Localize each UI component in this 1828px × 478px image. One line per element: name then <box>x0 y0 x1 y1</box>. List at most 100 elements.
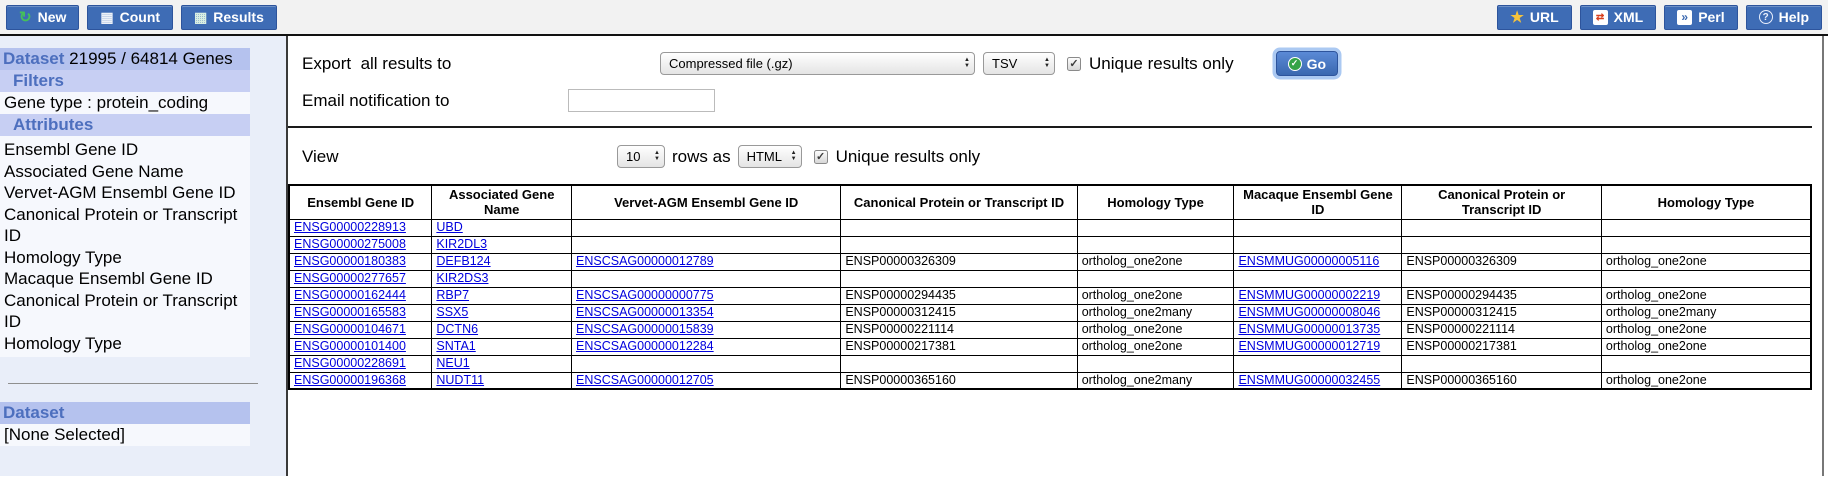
table-cell: ENSG00000101400 <box>288 337 433 356</box>
dataset-label[interactable]: Dataset <box>3 49 65 68</box>
gene-link[interactable]: ENSCSAG00000000775 <box>576 288 714 302</box>
gene-link[interactable]: ENSCSAG00000015839 <box>576 322 714 336</box>
gene-link[interactable]: ENSCSAG00000012789 <box>576 254 714 268</box>
button-label: XML <box>1613 9 1644 25</box>
gene-link[interactable]: ENSMMUG00000032455 <box>1238 372 1381 387</box>
new-button[interactable]: ↻ New <box>6 4 80 30</box>
filters-section-header[interactable]: Filters <box>0 70 250 92</box>
gene-link[interactable]: NUDT11 <box>436 372 485 387</box>
button-label: New <box>37 9 67 25</box>
email-notification-label: Email notification to <box>302 90 450 110</box>
gene-link[interactable]: NEU1 <box>436 356 470 370</box>
table-row: ENSG00000277657 KIR2DS3 <box>288 269 1812 288</box>
gene-link[interactable]: ENSG00000165583 <box>294 305 406 319</box>
select-arrows-icon: ▲ ▼ <box>654 150 660 162</box>
gene-link[interactable]: SNTA1 <box>436 339 476 353</box>
table-cell: ENSG00000180383 <box>288 252 433 271</box>
table-cell: ENSG00000228691 <box>288 354 433 373</box>
results-button[interactable]: ▦ Results <box>181 4 277 30</box>
table-header-row: Ensembl Gene ID Associated Gene Name Verve… <box>288 184 1812 220</box>
xml-button[interactable]: ⇄ XML <box>1579 4 1657 30</box>
url-button[interactable]: ★ URL <box>1497 4 1572 30</box>
email-input[interactable] <box>568 89 715 112</box>
attribute-item: Macaque Ensembl Gene ID <box>4 269 213 288</box>
gene-link[interactable]: ENSG00000228691 <box>294 356 406 370</box>
view-rows-select[interactable]: 10 ▲ ▼ <box>617 145 665 168</box>
gene-link[interactable]: SSX5 <box>436 305 469 319</box>
gene-link[interactable]: KIR2DS3 <box>436 271 489 285</box>
table-cell <box>840 354 1078 373</box>
gene-link[interactable]: ENSG00000228913 <box>294 220 406 234</box>
gene-link[interactable]: ENSG00000277657 <box>294 271 406 285</box>
table-cell <box>840 218 1078 237</box>
gene-link[interactable]: ENSCSAG00000013354 <box>576 305 714 319</box>
gene-link[interactable]: ENSMMUG00000013735 <box>1238 322 1381 336</box>
gene-link[interactable]: ENSMMUG00000002219 <box>1238 288 1381 302</box>
dataset2-label[interactable]: Dataset <box>3 403 65 422</box>
table-row: ENSG00000275008 KIR2DL3 <box>288 235 1812 254</box>
export-format-value: Compressed file (.gz) <box>669 56 793 71</box>
table-row: ENSG00000180383 DEFB124 ENSCSAG00000012789… <box>288 252 1812 271</box>
attributes-section-header[interactable]: Attributes <box>0 114 250 136</box>
table-cell <box>1600 269 1812 288</box>
table-row: ENSG00000104671 DCTN6 ENSCSAG00000015839 EN… <box>288 320 1812 339</box>
table-cell: ortholog_one2one <box>1600 371 1812 390</box>
table-cell: UBD <box>431 218 573 237</box>
gene-link[interactable]: ENSMMUG00000008046 <box>1238 305 1381 319</box>
button-label: Perl <box>1698 9 1725 25</box>
button-label: Count <box>119 9 161 25</box>
export-filetype-value: TSV <box>992 56 1018 71</box>
column-header: Canonical Protein or Transcript ID <box>840 184 1078 220</box>
go-button[interactable]: ✓ Go <box>1275 51 1339 76</box>
table-cell: ENSMMUG00000032455 <box>1233 371 1403 390</box>
unique-results-checkbox[interactable]: ✓ <box>1067 56 1081 71</box>
gene-link[interactable]: UBD <box>436 220 463 234</box>
select-arrows-icon: ▲ ▼ <box>790 150 797 162</box>
filters-label[interactable]: Filters <box>13 71 65 90</box>
column-header: Macaque Ensembl Gene ID <box>1233 184 1403 220</box>
attributes-label[interactable]: Attributes <box>13 115 94 134</box>
table-row: ENSG00000162444 RBP7 ENSCSAG00000000775 ENS… <box>288 286 1812 305</box>
table-cell: ENSP00000217381 <box>1401 337 1602 356</box>
gene-link[interactable]: KIR2DL3 <box>436 237 488 251</box>
table-cell: SSX5 <box>431 303 573 322</box>
calculator-icon: ▦ <box>100 8 114 25</box>
table-cell: ENSMMUG00000013735 <box>1233 320 1403 339</box>
dataset-section-header[interactable]: Dataset 21995 / 64814 Genes <box>0 48 250 70</box>
perl-button[interactable]: » Perl <box>1664 4 1738 30</box>
go-button-label: Go <box>1306 55 1327 72</box>
gene-link[interactable]: ENSG00000180383 <box>294 254 406 268</box>
results-table: Ensembl Gene ID Associated Gene Name Verve… <box>288 184 1812 390</box>
content-area: Dataset 21995 / 64814 Genes Filters Gene… <box>0 36 1824 476</box>
table-cell: ENSP00000294435 <box>1401 286 1602 305</box>
count-button[interactable]: ▦ Count <box>87 4 174 30</box>
export-format-select[interactable]: Compressed file (.gz) ▲ ▼ <box>660 52 975 75</box>
gene-link[interactable]: ENSMMUG00000005116 <box>1238 254 1380 268</box>
view-format-select[interactable]: HTML ▲ ▼ <box>737 145 802 168</box>
table-cell: ENSCSAG00000015839 <box>571 320 842 339</box>
table-cell: ENSG00000196368 <box>288 371 433 390</box>
gene-link[interactable]: ENSG00000196368 <box>294 372 406 387</box>
gene-link[interactable]: DEFB124 <box>436 254 491 268</box>
help-button[interactable]: ? Help <box>1745 4 1822 30</box>
gene-link[interactable]: ENSG00000275008 <box>294 237 406 251</box>
gene-link[interactable]: ENSG00000104671 <box>294 322 406 336</box>
new-refresh-icon: ↻ <box>19 9 32 26</box>
go-check-icon: ✓ <box>1287 56 1302 71</box>
table-cell: ortholog_one2one <box>1076 320 1235 339</box>
table-row: ENSG00000101400 SNTA1 ENSCSAG00000012284 EN… <box>288 337 1812 356</box>
unique-results-checkbox[interactable]: ✓ <box>813 149 828 164</box>
button-label: Results <box>213 9 264 25</box>
gene-link[interactable]: ENSG00000101400 <box>294 339 406 353</box>
gene-link[interactable]: DCTN6 <box>436 322 479 336</box>
gene-link[interactable]: ENSCSAG00000012284 <box>576 339 714 353</box>
gene-link[interactable]: RBP7 <box>436 288 470 302</box>
gene-link[interactable]: ENSG00000162444 <box>294 288 406 302</box>
section-divider <box>288 126 1812 128</box>
gene-link[interactable]: ENSMMUG00000012719 <box>1238 339 1381 353</box>
gene-link[interactable]: ENSCSAG00000012705 <box>576 372 714 387</box>
table-cell: ENSCSAG00000012705 <box>571 371 842 390</box>
table-row: ENSG00000196368 NUDT11 ENSCSAG00000012705 E… <box>288 371 1812 390</box>
export-filetype-select[interactable]: TSV ▲ ▼ <box>983 52 1055 75</box>
dataset2-section-header[interactable]: Dataset <box>0 402 250 424</box>
